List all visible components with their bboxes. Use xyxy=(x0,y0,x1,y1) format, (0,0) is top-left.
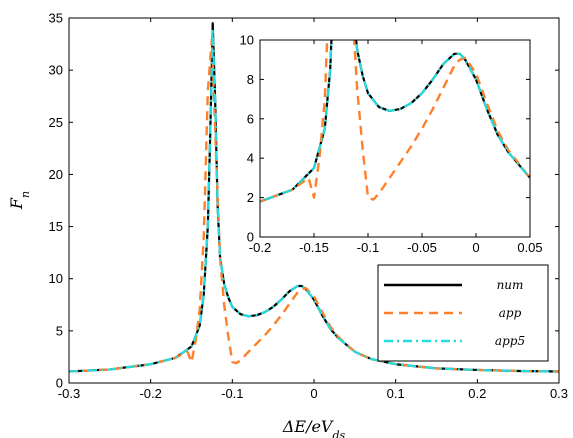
inset-plot-lines xyxy=(260,40,530,203)
main-y-tick-label: 35 xyxy=(49,11,63,26)
legend-label-app5: app5 xyxy=(495,334,525,348)
inset-background xyxy=(260,40,530,237)
main-x-tick-label: 0.3 xyxy=(550,386,568,401)
inset-x-tick-label: 0.05 xyxy=(517,240,542,255)
y-axis-label: Fn xyxy=(7,191,32,210)
main-y-tick-label: 0 xyxy=(56,376,63,391)
main-x-tick-label: -0.2 xyxy=(139,386,161,401)
inset-x-tick-label: -0.05 xyxy=(407,240,437,255)
legend-label-app: app xyxy=(499,306,522,320)
legend: num app app5 xyxy=(377,264,549,362)
inset-y-tick-label: 0 xyxy=(247,230,254,245)
legend-label-num: num xyxy=(497,278,524,292)
main-y-tick-label: 20 xyxy=(49,167,63,182)
inset-x-ticks: -0.2 -0.15 -0.1 -0.05 0 0.05 xyxy=(249,40,543,255)
inset-x-tick-label: 0 xyxy=(472,240,479,255)
inset-series-line-app5 xyxy=(260,40,530,203)
inset-y-tick-label: 2 xyxy=(247,190,254,205)
inset-x-tick-label: -0.1 xyxy=(357,240,379,255)
main-y-tick-label: 5 xyxy=(56,323,63,338)
inset-y-tick-label: 10 xyxy=(240,33,254,48)
main-plot-lines xyxy=(69,22,559,373)
inset-y-tick-label: 6 xyxy=(247,111,254,126)
inset-y-tick-label: 8 xyxy=(247,72,254,87)
main-y-tick-label: 15 xyxy=(49,219,63,234)
inset-plot-frame xyxy=(259,39,531,238)
main-y-tick-label: 25 xyxy=(49,115,63,130)
inset-x-tick-label: -0.15 xyxy=(299,240,329,255)
main-x-ticks: -0.3 -0.2 -0.1 0 0.1 0.2 0.3 xyxy=(58,18,568,401)
main-x-tick-label: 0.1 xyxy=(387,386,405,401)
inset-x-tick-label: -0.2 xyxy=(249,240,271,255)
x-axis-label: ΔE/eVds xyxy=(282,417,346,438)
inset-y-ticks: 0 2 4 6 8 10 xyxy=(240,33,530,245)
main-x-tick-label: 0 xyxy=(310,386,317,401)
main-x-tick-label: -0.1 xyxy=(221,386,243,401)
inset-chart: -0.2 -0.15 -0.1 -0.05 0 0.05 0 2 4 6 8 10 xyxy=(240,33,543,256)
inset-y-tick-label: 4 xyxy=(247,151,254,166)
main-y-tick-label: 30 xyxy=(49,63,63,78)
main-y-tick-label: 10 xyxy=(49,271,63,286)
main-x-tick-label: -0.3 xyxy=(58,386,80,401)
main-x-tick-label: 0.2 xyxy=(468,386,486,401)
main-series-line-app5 xyxy=(69,27,559,373)
